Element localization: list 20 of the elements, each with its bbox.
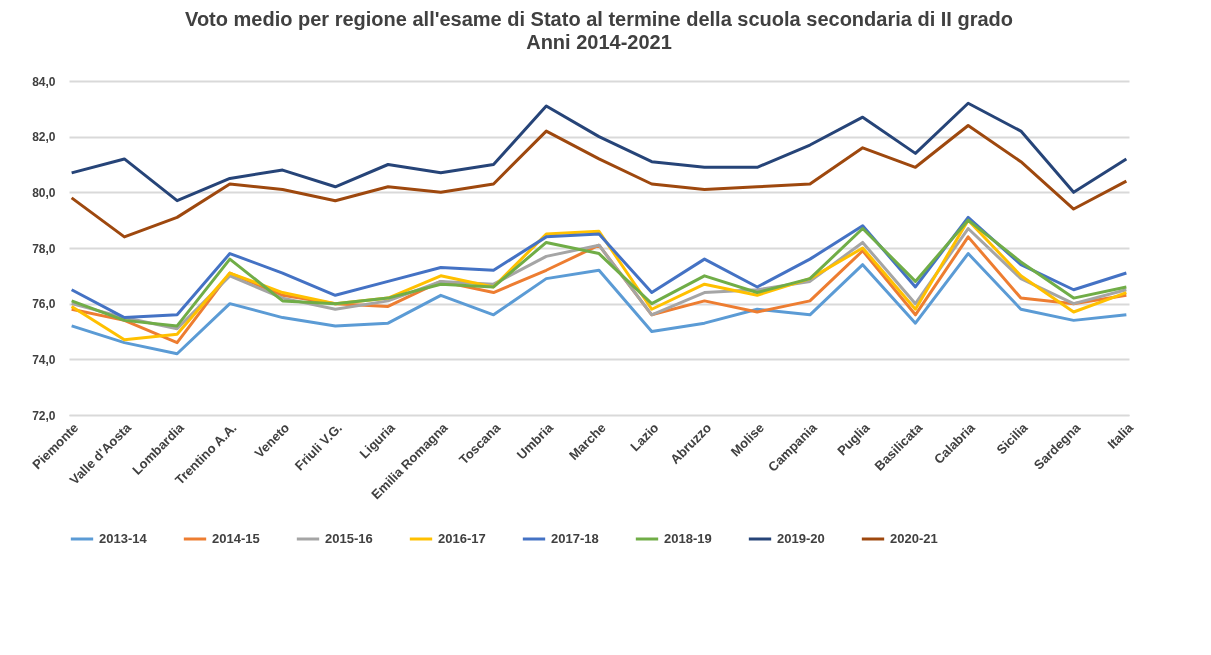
y-tick-label: 76,0 xyxy=(32,297,56,312)
legend-label: 2017-18 xyxy=(551,531,599,546)
y-tick-label: 80,0 xyxy=(32,185,56,200)
legend-label: 2014-15 xyxy=(212,531,260,546)
y-tick-label: 84,0 xyxy=(32,74,56,89)
legend-label: 2018-19 xyxy=(664,531,712,546)
legend-label: 2015-16 xyxy=(325,531,373,546)
line-series xyxy=(70,124,1128,239)
y-tick-label: 78,0 xyxy=(32,241,56,256)
legend-label: 2019-20 xyxy=(777,531,825,546)
legend-label: 2020-21 xyxy=(890,531,938,546)
y-tick-label: 82,0 xyxy=(32,130,56,145)
line-series xyxy=(70,101,1128,203)
chart-title: Voto medio per regione all'esame di Stato al termine della scuola secondaria di II grado xyxy=(185,8,1013,30)
legend-label: 2016-17 xyxy=(438,531,486,546)
y-tick-label: 72,0 xyxy=(32,408,56,423)
chart-subtitle: Anni 2014-2021 xyxy=(526,31,672,53)
line-series xyxy=(70,252,1128,356)
y-tick-label: 74,0 xyxy=(32,352,56,367)
legend-label: 2013-14 xyxy=(99,531,148,546)
